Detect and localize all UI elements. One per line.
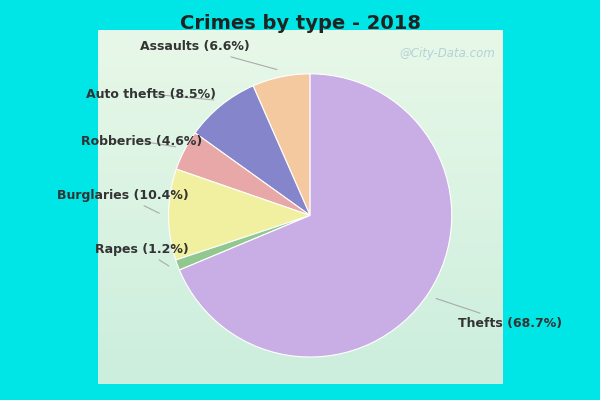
Wedge shape (176, 216, 310, 270)
Text: Thefts (68.7%): Thefts (68.7%) (436, 298, 563, 330)
Text: @City-Data.com: @City-Data.com (400, 47, 496, 60)
Text: Assaults (6.6%): Assaults (6.6%) (140, 40, 277, 70)
Wedge shape (169, 169, 310, 260)
Wedge shape (253, 74, 310, 216)
Text: Burglaries (10.4%): Burglaries (10.4%) (57, 189, 189, 213)
Wedge shape (195, 86, 310, 216)
Text: Robberies (4.6%): Robberies (4.6%) (81, 135, 202, 148)
Text: Crimes by type - 2018: Crimes by type - 2018 (179, 14, 421, 33)
Wedge shape (176, 133, 310, 216)
Text: Rapes (1.2%): Rapes (1.2%) (95, 243, 189, 266)
Wedge shape (179, 74, 452, 357)
Text: Auto thefts (8.5%): Auto thefts (8.5%) (86, 88, 216, 100)
